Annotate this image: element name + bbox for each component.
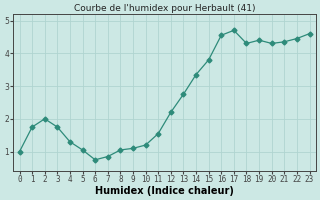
Title: Courbe de l'humidex pour Herbault (41): Courbe de l'humidex pour Herbault (41) [74,4,255,13]
X-axis label: Humidex (Indice chaleur): Humidex (Indice chaleur) [95,186,234,196]
